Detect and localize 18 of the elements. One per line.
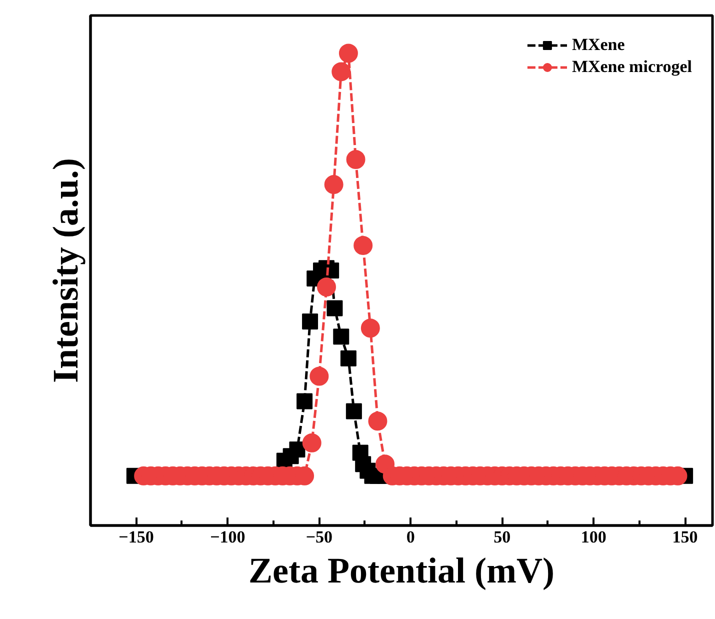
x-tick-label: 0: [406, 528, 415, 546]
point: [346, 403, 362, 420]
point: [340, 350, 356, 366]
x-tick-label: 100: [580, 528, 606, 546]
legend-label: MXene microgel: [572, 57, 692, 77]
point: [333, 328, 350, 345]
point: [326, 300, 343, 316]
x-tick-label: −150: [118, 528, 154, 546]
point: [296, 393, 313, 410]
x-tick-label: −50: [306, 528, 333, 546]
x-tick-label: −100: [210, 528, 246, 546]
y-axis-title: Intensity (a.u.): [46, 158, 86, 384]
point: [289, 441, 306, 458]
x-tick-label: 50: [494, 528, 511, 546]
point: [302, 314, 318, 330]
legend-label: MXene: [572, 35, 625, 55]
x-tick-label: 150: [672, 528, 698, 546]
x-axis-title: Zeta Potential (mV): [248, 550, 554, 590]
